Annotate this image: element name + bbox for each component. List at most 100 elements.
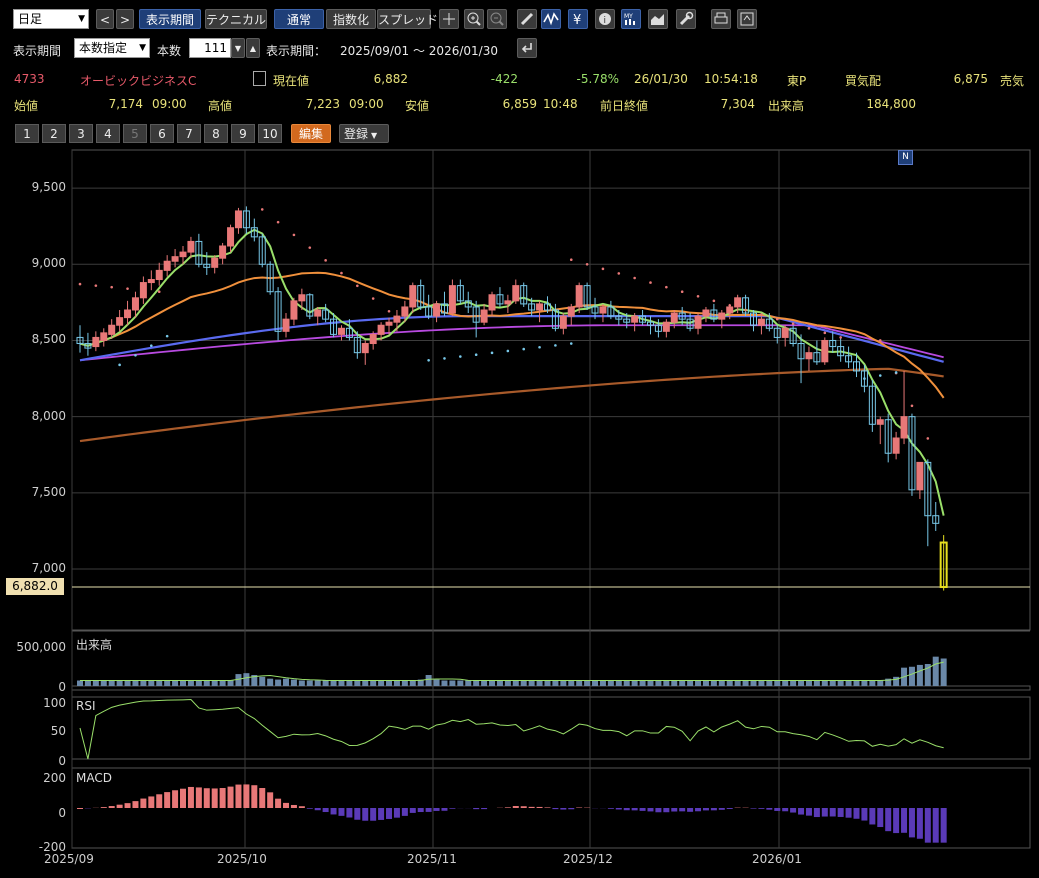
macd-bar: [853, 808, 860, 819]
volume-bar: [362, 680, 369, 686]
candle: [306, 294, 314, 317]
volume-bar: [726, 680, 733, 686]
normal-button[interactable]: 通常: [274, 9, 324, 29]
zoom-in-icon[interactable]: [464, 9, 484, 29]
candle: [591, 306, 599, 314]
candle: [773, 327, 781, 338]
prev-close-value: 7,304: [720, 97, 755, 111]
volume-bar: [386, 680, 393, 686]
pencil-icon[interactable]: [517, 9, 537, 29]
preset-tab-2[interactable]: 2: [42, 124, 66, 143]
sar-dot: [633, 276, 636, 280]
candle: [662, 321, 670, 332]
candle: [179, 251, 187, 258]
macd-bar: [916, 808, 923, 839]
candle: [353, 336, 361, 354]
spread-button[interactable]: スプレッド: [377, 9, 438, 29]
open-value: 7,174: [108, 97, 143, 111]
macd-bar: [512, 806, 519, 808]
volume-bar: [306, 680, 313, 686]
index-button[interactable]: 指数化: [326, 9, 376, 29]
macd-bar: [401, 808, 408, 816]
sar-dot: [387, 309, 391, 313]
preset-tab-4[interactable]: 4: [96, 124, 120, 143]
candle: [330, 318, 338, 335]
volume-bar: [702, 680, 709, 686]
volume-bar: [298, 680, 305, 686]
candle: [84, 343, 92, 349]
macd-bar: [116, 804, 123, 808]
macd-bar: [195, 787, 202, 808]
wrench-icon[interactable]: [676, 9, 696, 29]
edit-button[interactable]: 編集: [291, 124, 331, 143]
macd-bar: [362, 808, 369, 821]
stock-code: 4733: [14, 72, 45, 86]
preset-tab-9[interactable]: 9: [231, 124, 255, 143]
macd-bar: [679, 808, 686, 812]
display-period-label: 表示期間: [13, 44, 62, 58]
price-tick-label: 9,000: [31, 256, 66, 271]
high-label: 高値: [208, 99, 233, 113]
candle: [631, 315, 639, 323]
news-marker[interactable]: N: [898, 150, 913, 165]
candle: [203, 263, 211, 268]
preset-tab-7[interactable]: 7: [177, 124, 201, 143]
area-chart-icon[interactable]: [648, 9, 668, 29]
crosshair-icon[interactable]: [439, 9, 459, 29]
candle: [227, 227, 235, 247]
macd-bar: [322, 808, 329, 813]
technical-button[interactable]: テクニカル: [205, 9, 267, 29]
sar-dot: [110, 285, 113, 289]
macd-bar: [607, 808, 614, 809]
volume-bar: [314, 680, 321, 686]
info-icon[interactable]: i: [595, 9, 615, 29]
candle: [551, 309, 559, 329]
volume-bar: [267, 678, 274, 686]
print-icon[interactable]: [711, 9, 731, 29]
volume-bar: [758, 680, 765, 686]
macd-bar: [259, 788, 266, 808]
wave-icon[interactable]: [541, 9, 561, 29]
sar-dot: [324, 259, 327, 262]
macd-bar: [275, 798, 282, 808]
price-tick-label: 8,000: [31, 408, 66, 423]
price-tick-label: 8,500: [31, 332, 66, 347]
candle: [116, 317, 124, 326]
candle: [686, 318, 694, 329]
my-icon[interactable]: MY: [621, 9, 641, 29]
ma-purple-line: [79, 324, 944, 362]
sar-dot: [118, 363, 121, 367]
macd-bar: [77, 808, 83, 809]
count-up-icon[interactable]: ▲: [246, 38, 260, 58]
preset-tab-8[interactable]: 8: [204, 124, 228, 143]
preset-tab-6[interactable]: 6: [150, 124, 174, 143]
volume-bar: [647, 680, 654, 686]
period-select[interactable]: 日足 ▼: [13, 9, 89, 29]
sar-dot: [308, 246, 312, 249]
candle: [559, 315, 567, 329]
register-button[interactable]: 登録 ▼: [339, 124, 389, 143]
preset-tab-1[interactable]: 1: [15, 124, 39, 143]
zoom-out-icon[interactable]: [487, 9, 507, 29]
stock-chart[interactable]: [0, 146, 1039, 878]
next-button[interactable]: >: [116, 9, 134, 29]
prev-button[interactable]: <: [96, 9, 114, 29]
document-icon[interactable]: [253, 71, 266, 86]
macd-bar: [655, 808, 662, 813]
count-input[interactable]: 111: [189, 38, 231, 58]
preset-tab-3[interactable]: 3: [69, 124, 93, 143]
preset-tab-10[interactable]: 10: [258, 124, 282, 143]
sar-dot: [126, 287, 129, 290]
display-period-button[interactable]: 表示期間: [139, 9, 201, 29]
rsi-line: [79, 699, 944, 760]
ma-mid-line: [79, 271, 945, 399]
export-icon[interactable]: [737, 9, 757, 29]
yen-icon[interactable]: ¥: [568, 9, 588, 29]
count-mode-select[interactable]: 本数指定 ▼: [74, 38, 150, 58]
candle: [536, 303, 544, 311]
volume-bar: [631, 680, 638, 686]
return-icon[interactable]: [517, 38, 537, 58]
preset-tab-5[interactable]: 5: [123, 124, 147, 143]
macd-bar: [441, 808, 448, 811]
count-down-icon[interactable]: ▼: [231, 38, 245, 58]
